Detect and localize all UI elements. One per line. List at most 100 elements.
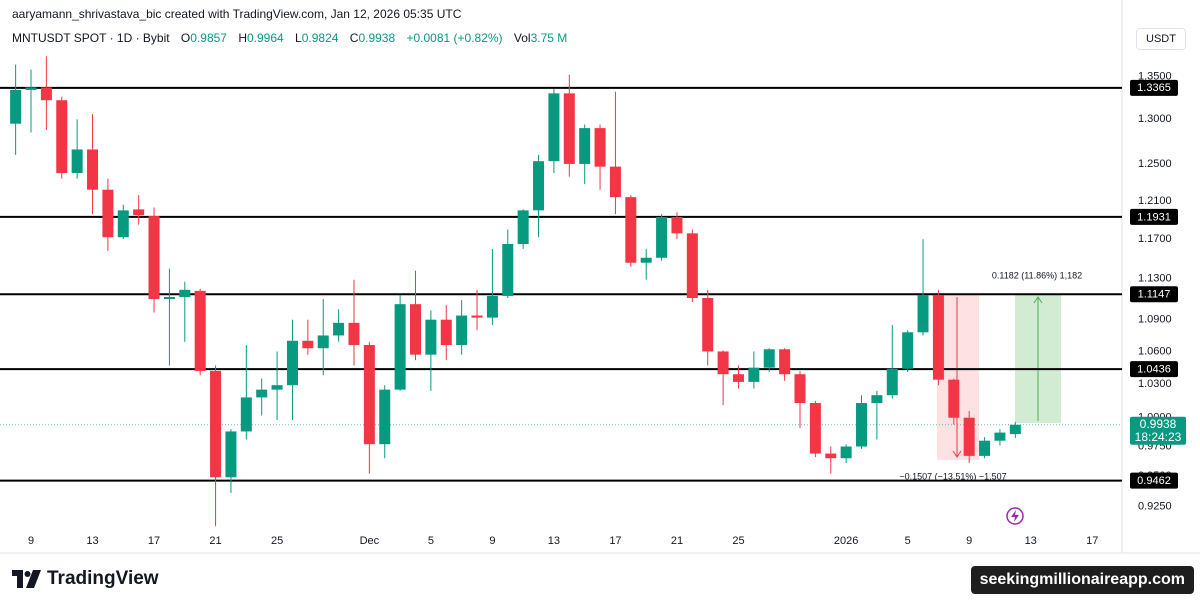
candle-body bbox=[133, 209, 145, 216]
x-tick-label: 25 bbox=[732, 535, 744, 547]
level-label: 0.9462 bbox=[1137, 475, 1171, 487]
level-label: 1.3365 bbox=[1137, 82, 1171, 94]
volume: 3.75 M bbox=[530, 31, 568, 45]
candle-body bbox=[686, 233, 698, 298]
ohlc-value: 0.9824 bbox=[301, 31, 339, 45]
ohlc-value: 0.9857 bbox=[190, 31, 227, 45]
symbol: MNTUSDT SPOT · 1D · Bybit bbox=[12, 31, 170, 45]
candle-body bbox=[471, 315, 483, 318]
event-icon[interactable] bbox=[1006, 507, 1024, 525]
credit: aaryamann_shrivastava_bic created with T… bbox=[12, 7, 461, 21]
candle-body bbox=[979, 440, 991, 456]
y-tick-label: 1.0600 bbox=[1138, 345, 1172, 357]
candle-body bbox=[163, 296, 175, 300]
y-tick-label: 1.2100 bbox=[1138, 195, 1172, 207]
candle-body bbox=[625, 197, 637, 263]
candle-body bbox=[932, 294, 944, 380]
watermark: seekingmillionaireapp.com bbox=[970, 566, 1194, 594]
ohlc-key: L bbox=[295, 31, 302, 45]
x-tick-label: 9 bbox=[966, 535, 972, 547]
candle-body bbox=[1009, 424, 1021, 435]
logo-text: TradingView bbox=[47, 568, 159, 589]
currency-button[interactable]: USDT bbox=[1136, 28, 1186, 50]
candle-body bbox=[917, 294, 929, 333]
x-tick-label: 5 bbox=[428, 535, 434, 547]
candle-body bbox=[25, 87, 37, 90]
candle-body bbox=[425, 319, 437, 355]
candle-body bbox=[56, 100, 68, 174]
candle-body bbox=[640, 257, 652, 263]
x-tick-label: 17 bbox=[148, 535, 160, 547]
ohlc-value: 0.9938 bbox=[358, 31, 396, 45]
x-tick-label: 13 bbox=[1025, 535, 1037, 547]
x-tick-label: 13 bbox=[548, 535, 560, 547]
measure-label: −0.1507 (−13.51%) −1,507 bbox=[899, 471, 1006, 481]
candle-body bbox=[840, 446, 852, 459]
y-tick-label: 1.3000 bbox=[1138, 113, 1172, 125]
y-tick-label: 0.9250 bbox=[1138, 500, 1172, 512]
candle-body bbox=[102, 189, 114, 238]
x-tick-label: 13 bbox=[86, 535, 98, 547]
candle-body bbox=[10, 89, 22, 124]
countdown: 18:24:23 bbox=[1135, 430, 1182, 444]
candle-body bbox=[856, 403, 868, 447]
candle-body bbox=[256, 389, 268, 398]
candle-body bbox=[210, 370, 222, 478]
candle-body bbox=[363, 345, 375, 445]
level-label: 1.1147 bbox=[1138, 289, 1171, 301]
candle-body bbox=[286, 340, 298, 386]
ohlc-value: 0.9964 bbox=[246, 31, 284, 45]
candle-body bbox=[732, 374, 744, 382]
candle-body bbox=[148, 216, 160, 300]
candle-body bbox=[87, 149, 99, 190]
x-tick-label: 21 bbox=[209, 535, 221, 547]
measure-arrow-head bbox=[952, 450, 962, 458]
candle-body bbox=[71, 149, 83, 174]
level-label-box bbox=[1130, 361, 1178, 378]
candle-body bbox=[656, 217, 668, 258]
candle-body bbox=[902, 332, 914, 369]
candle-body bbox=[333, 322, 345, 336]
x-tick-label: 9 bbox=[28, 535, 34, 547]
candle-body bbox=[240, 397, 252, 432]
candle-body bbox=[671, 217, 683, 234]
ohlc-key: C bbox=[349, 31, 359, 45]
candle-body bbox=[871, 395, 883, 404]
candle-body bbox=[271, 385, 283, 390]
candle-body bbox=[702, 297, 714, 352]
measure-arrow-head bbox=[1033, 296, 1043, 304]
candle-body bbox=[517, 210, 529, 245]
credit-text: aaryamann_shrivastava_bic created with T… bbox=[12, 7, 462, 21]
y-tick-label: 1.0900 bbox=[1138, 314, 1172, 326]
change: +0.0081 (+0.82%) bbox=[406, 31, 503, 45]
candle-body bbox=[40, 87, 52, 101]
candle-body bbox=[410, 304, 421, 355]
candle-body bbox=[994, 432, 1006, 441]
last-price-box bbox=[1130, 416, 1186, 445]
x-tick-label: 17 bbox=[609, 535, 621, 547]
x-tick-label: 17 bbox=[1086, 535, 1098, 547]
level-label-box bbox=[1130, 472, 1178, 489]
candle-body bbox=[379, 389, 391, 445]
candle-body bbox=[486, 295, 498, 318]
candle-body bbox=[609, 166, 621, 198]
plot bbox=[0, 56, 1122, 527]
candle-body bbox=[809, 403, 821, 454]
x-tick-label: Dec bbox=[360, 535, 380, 547]
event-icon-bolt bbox=[1011, 510, 1019, 522]
candle-body bbox=[717, 351, 729, 375]
candle-body bbox=[579, 128, 591, 164]
measure-label: 0.1182 (11.86%) 1,182 bbox=[992, 270, 1082, 280]
x-tick-label: 25 bbox=[271, 535, 283, 547]
ohlc-key: O bbox=[180, 31, 191, 45]
candle-body bbox=[348, 322, 360, 346]
logo: TradingView bbox=[12, 568, 159, 590]
y-tick-label: 1.1700 bbox=[1138, 233, 1172, 245]
candle-body bbox=[317, 335, 329, 349]
level-label: 1.1931 bbox=[1137, 211, 1171, 223]
candle-body bbox=[194, 290, 206, 371]
y-tick-label: 1.2500 bbox=[1138, 158, 1172, 170]
candle-body bbox=[533, 161, 545, 211]
